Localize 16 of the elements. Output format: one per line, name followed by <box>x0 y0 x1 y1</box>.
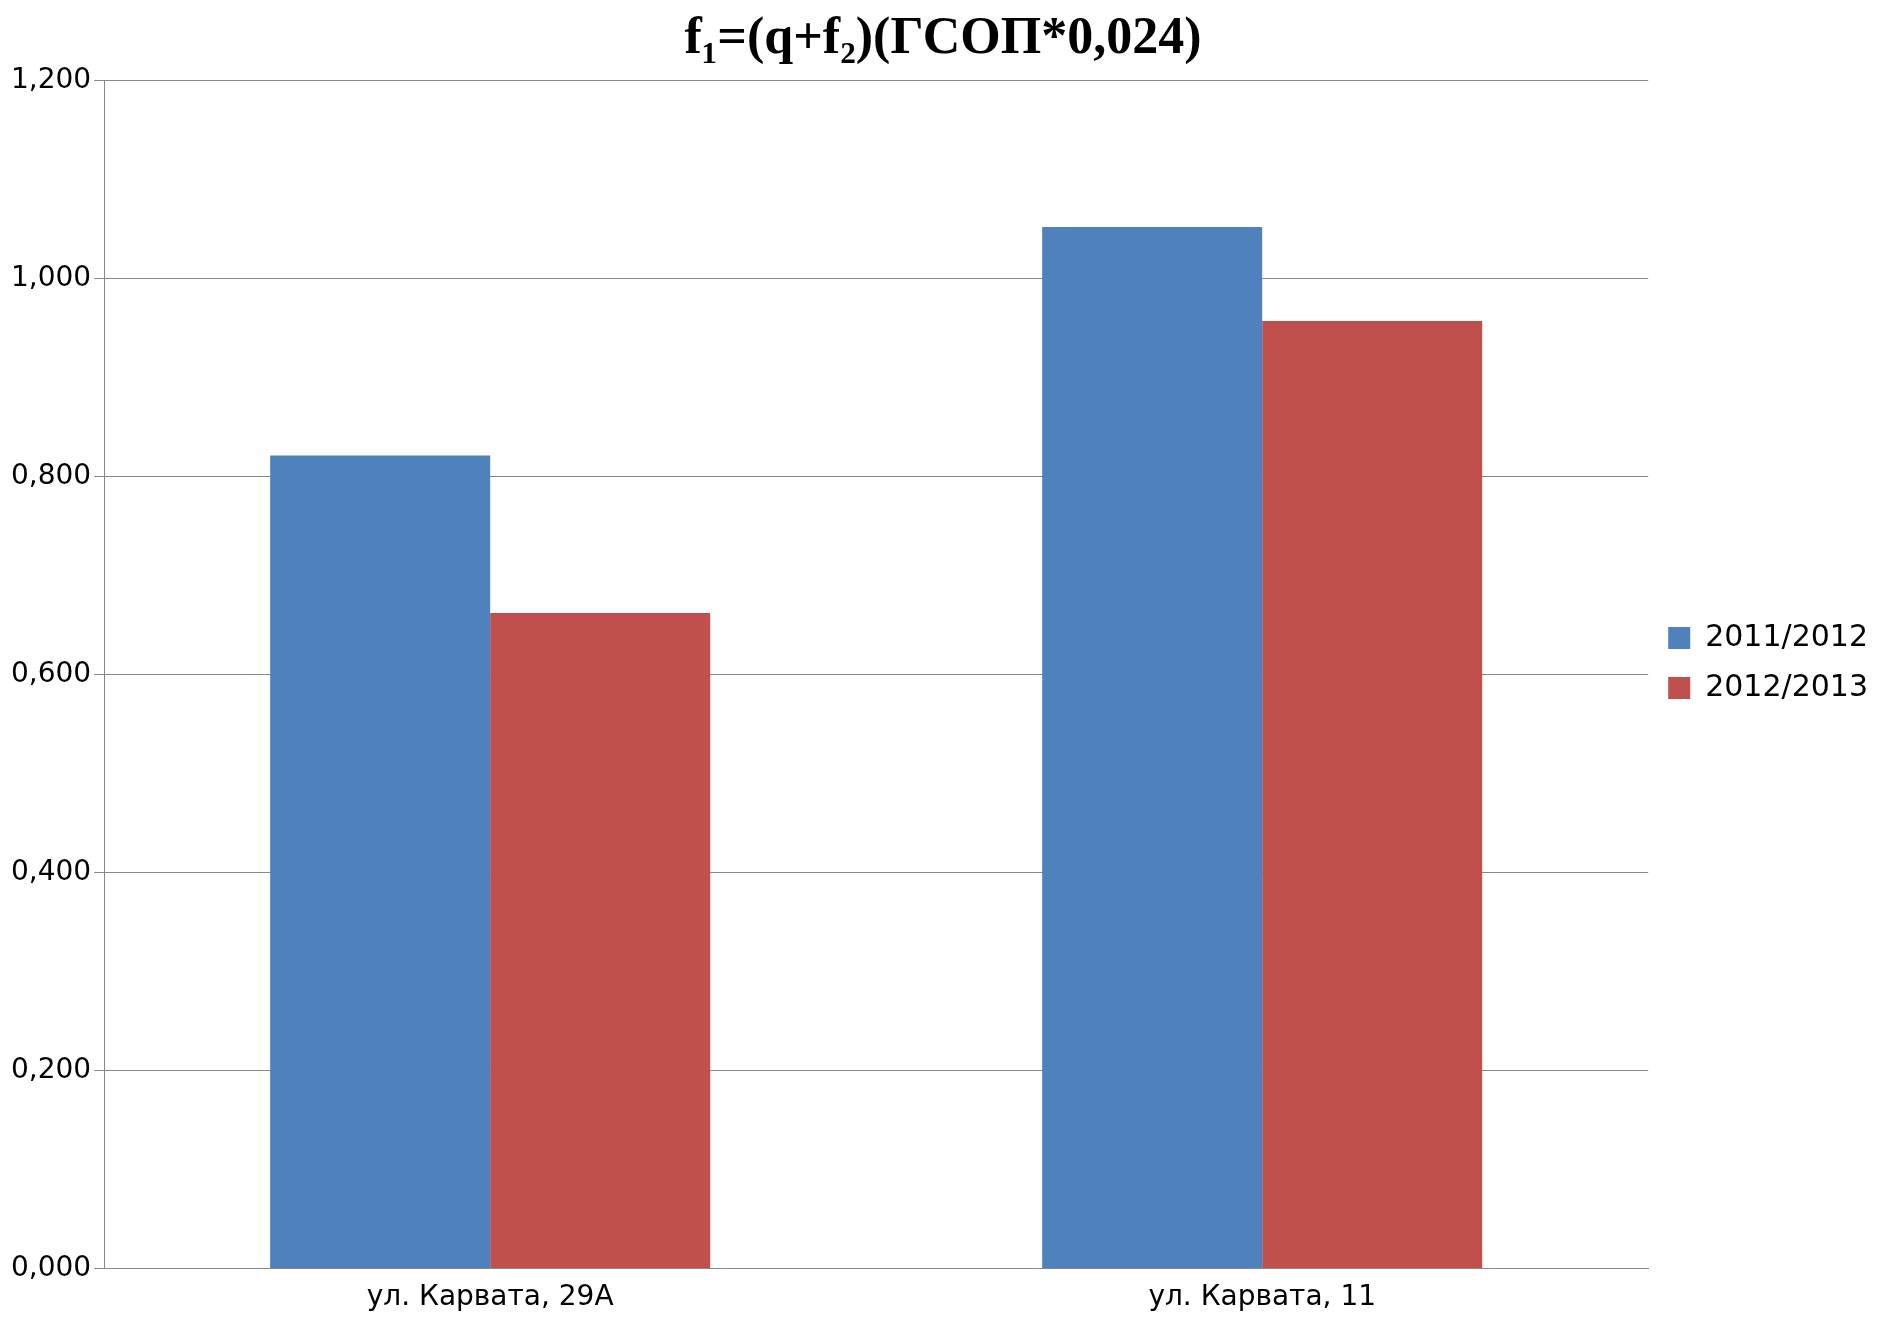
x-tick-label: ул. Карвата, 29А <box>366 1279 614 1313</box>
bar <box>490 613 711 1268</box>
y-tick-label: 1,200 <box>10 61 92 95</box>
y-tick-label: 0,600 <box>10 655 92 689</box>
y-tick-label: 0,400 <box>10 853 92 887</box>
legend-label: 2011/2012 <box>1705 617 1869 653</box>
y-tick-label: 1,000 <box>10 259 92 293</box>
chart-title: f₁=(q+f₂)(ГСОП*0,024) <box>684 6 1202 65</box>
y-tick-label: 0,800 <box>10 457 92 491</box>
x-tick-label: ул. Карвата, 11 <box>1148 1279 1377 1313</box>
y-tick-label: 0,200 <box>10 1051 92 1085</box>
y-tick-label: 0,000 <box>10 1249 92 1283</box>
legend-label: 2012/2013 <box>1705 667 1869 703</box>
bar <box>270 455 491 1268</box>
bar <box>1262 320 1483 1268</box>
bar <box>1042 226 1263 1268</box>
